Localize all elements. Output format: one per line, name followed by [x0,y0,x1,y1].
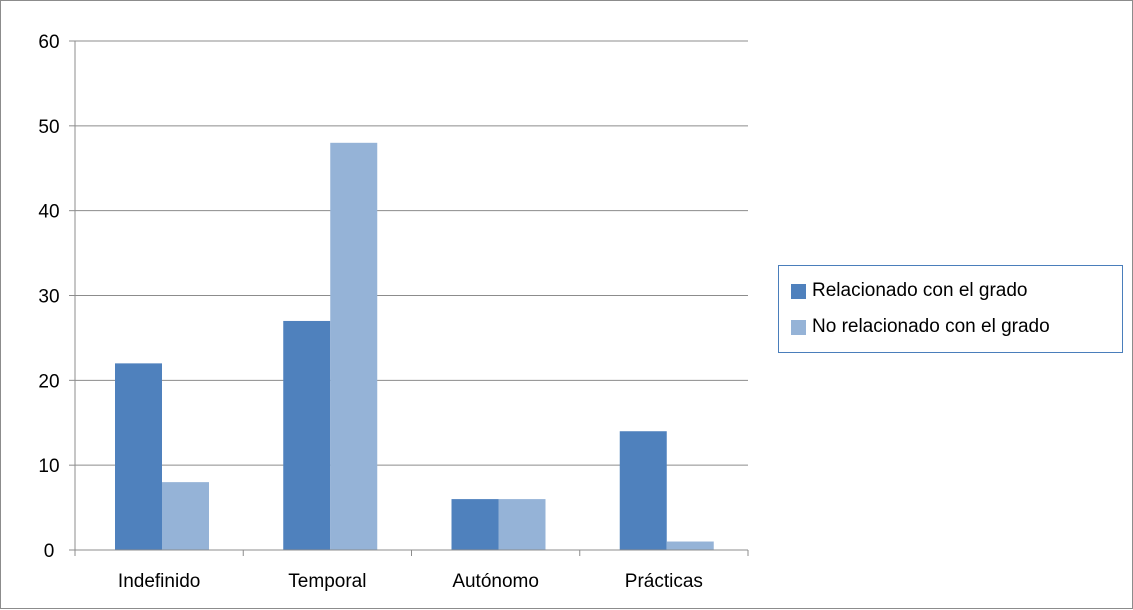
bar-no-relacionado-1 [330,143,377,550]
bar-relacionado-1 [283,321,330,550]
y-tick-label: 20 [38,371,59,392]
bar-no-relacionado-2 [499,499,546,550]
gridlines [75,41,748,465]
bar-relacionado-2 [452,499,499,550]
bar-no-relacionado-3 [667,542,714,550]
y-tick-label: 0 [44,541,55,562]
legend-label-series-1: Relacionado con el grado [812,280,1028,302]
y-tick-label: 40 [38,202,59,223]
legend-label-series-2: No relacionado con el grado [812,316,1050,338]
bars [115,143,714,550]
x-tick-label: Autónomo [452,571,539,592]
y-tick-label: 60 [38,32,59,53]
legend-swatch-series-2 [791,320,806,335]
legend-item-series-1: Relacionado con el grado [791,276,1028,306]
legend-swatch-series-1 [791,284,806,299]
bar-no-relacionado-0 [162,482,209,550]
bar-relacionado-3 [620,431,667,550]
y-tick-label: 30 [38,287,59,308]
y-tick-label: 50 [38,117,59,138]
x-tick-label: Indefinido [118,571,200,592]
x-tick-label: Prácticas [625,571,703,592]
legend: Relacionado con el grado No relacionado … [778,265,1123,353]
x-tick-label: Temporal [288,571,366,592]
bar-relacionado-0 [115,363,162,550]
legend-item-series-2: No relacionado con el grado [791,312,1050,342]
y-tick-label: 10 [38,456,59,477]
